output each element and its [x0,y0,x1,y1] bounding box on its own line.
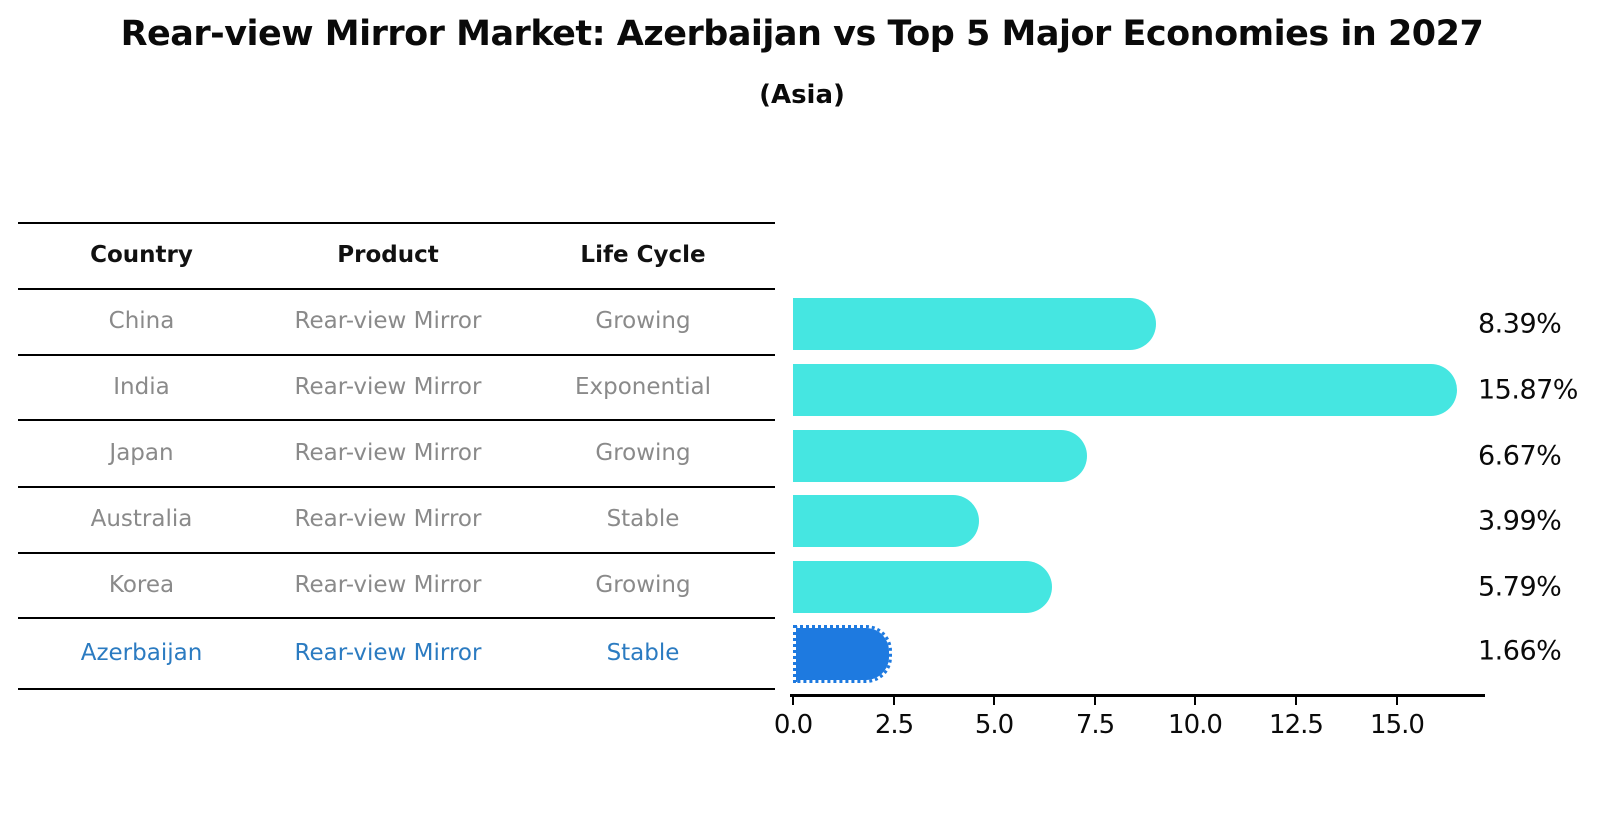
bar-india [793,364,1457,416]
bar-value-label: 5.79% [1478,571,1562,603]
x-axis-tick-label: 5.0 [974,710,1014,740]
x-axis-tick [993,696,995,705]
cell-product: Rear-view Mirror [294,439,482,466]
cell-country: Korea [108,571,175,598]
cell-life-cycle: Stable [606,639,680,666]
x-axis-tick [792,696,794,705]
bar-value-label: 15.87% [1478,374,1578,406]
cell-country: Australia [90,506,193,532]
x-axis-tick [1396,696,1398,705]
cell-product: Rear-view Mirror [294,571,482,598]
table-row-highlight-azerbaijan: Azerbaijan Rear-view Mirror Stable [18,617,775,688]
table-rule [18,552,775,554]
table-rule [18,617,775,619]
table-rule [18,688,775,690]
x-axis-tick [1295,696,1297,705]
bar-china [793,298,1156,350]
table-rule [18,486,775,488]
table-row: Korea Rear-view Mirror Growing [18,552,775,617]
table-row: Japan Rear-view Mirror Growing [18,419,775,486]
cell-life-cycle: Exponential [574,373,711,400]
x-axis-tick-label: 0.0 [773,710,813,740]
bar-australia [793,495,979,547]
column-header-product: Product [337,242,439,268]
cell-life-cycle: Stable [606,506,680,532]
x-axis-tick-label: 2.5 [874,710,914,740]
cell-country: India [113,373,170,400]
bar-value-label: 6.67% [1478,440,1562,472]
x-axis-tick [893,696,895,705]
x-axis-tick-label: 15.0 [1370,710,1425,740]
bar-korea [793,561,1052,613]
bar-value-label: 8.39% [1478,308,1562,340]
x-axis-line [790,694,1485,697]
cell-product: Rear-view Mirror [294,639,482,666]
cell-country: Azerbaijan [80,639,203,666]
table-row: China Rear-view Mirror Growing [18,288,775,354]
cell-life-cycle: Growing [595,439,691,466]
bar-japan [793,430,1087,482]
table-rule [18,222,775,224]
table-rule [18,288,775,290]
column-header-life-cycle: Life Cycle [580,242,706,268]
bar-value-label: 1.66% [1478,635,1562,667]
table-header-row: Country Product Life Cycle [18,222,775,288]
x-axis-tick [1194,696,1196,705]
cell-country: Japan [109,439,174,466]
table-row: India Rear-view Mirror Exponential [18,354,775,419]
cell-country: China [108,308,175,334]
x-axis-tick [1094,696,1096,705]
x-axis-tick-label: 7.5 [1075,710,1115,740]
table-rule [18,354,775,356]
table-rule [18,419,775,421]
x-axis-tick-label: 12.5 [1269,710,1324,740]
bar-value-label: 3.99% [1478,505,1562,537]
cell-product: Rear-view Mirror [294,308,482,334]
cell-life-cycle: Growing [595,571,691,598]
cell-product: Rear-view Mirror [294,506,482,532]
cell-product: Rear-view Mirror [294,373,482,400]
chart-subtitle: (Asia) [759,80,845,110]
x-axis-tick-label: 10.0 [1168,710,1223,740]
cell-life-cycle: Growing [595,308,691,334]
bar-azerbaijan-highlight [793,625,892,683]
table-row: Australia Rear-view Mirror Stable [18,486,775,552]
chart-title: Rear-view Mirror Market: Azerbaijan vs T… [120,14,1484,54]
column-header-country: Country [90,242,193,268]
